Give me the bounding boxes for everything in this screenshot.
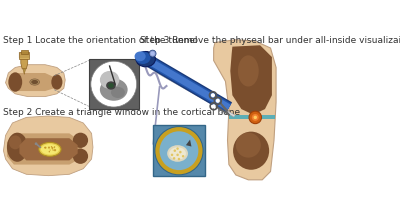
Ellipse shape: [100, 71, 119, 89]
Ellipse shape: [39, 142, 61, 156]
Polygon shape: [186, 140, 192, 147]
Ellipse shape: [73, 133, 88, 148]
Bar: [229, 115, 275, 119]
Circle shape: [176, 154, 179, 156]
Ellipse shape: [106, 81, 116, 90]
Circle shape: [174, 149, 176, 152]
Polygon shape: [230, 45, 272, 115]
Circle shape: [52, 149, 54, 151]
Circle shape: [173, 157, 175, 160]
Bar: [21, 50, 28, 54]
Ellipse shape: [238, 55, 259, 86]
Circle shape: [171, 154, 173, 156]
Polygon shape: [20, 138, 78, 160]
Polygon shape: [10, 73, 54, 91]
Circle shape: [179, 151, 182, 153]
Circle shape: [54, 149, 56, 151]
Circle shape: [150, 52, 155, 56]
Circle shape: [216, 99, 220, 103]
Circle shape: [54, 146, 55, 148]
Circle shape: [44, 147, 46, 149]
Bar: [20, 52, 29, 59]
Circle shape: [182, 155, 184, 158]
Text: Step 3 Remove the physeal bar under all-inside visualizaiton: Step 3 Remove the physeal bar under all-…: [140, 36, 400, 45]
Ellipse shape: [30, 79, 40, 85]
Circle shape: [49, 151, 50, 152]
Ellipse shape: [7, 133, 28, 162]
Polygon shape: [23, 69, 26, 74]
Polygon shape: [7, 133, 82, 165]
Bar: [89, 59, 139, 109]
Circle shape: [149, 50, 156, 57]
Text: Step 2 Create a triangle window in the cortical bone: Step 2 Create a triangle window in the c…: [3, 108, 240, 117]
Ellipse shape: [9, 135, 22, 149]
Circle shape: [155, 127, 202, 174]
Circle shape: [44, 147, 46, 149]
Circle shape: [211, 93, 215, 97]
Circle shape: [212, 104, 216, 108]
Ellipse shape: [136, 52, 155, 67]
Ellipse shape: [169, 147, 186, 160]
Circle shape: [176, 147, 179, 150]
Ellipse shape: [233, 132, 269, 170]
Ellipse shape: [31, 80, 38, 84]
Polygon shape: [214, 40, 276, 180]
Circle shape: [249, 111, 262, 124]
Ellipse shape: [73, 149, 88, 164]
Ellipse shape: [8, 72, 22, 92]
Ellipse shape: [108, 83, 114, 88]
Circle shape: [254, 116, 257, 119]
Ellipse shape: [41, 144, 59, 155]
Circle shape: [48, 147, 50, 149]
Ellipse shape: [111, 87, 125, 98]
Circle shape: [178, 158, 180, 160]
Ellipse shape: [237, 54, 268, 102]
Text: Step 1 Locate the orientation of the tunnel: Step 1 Locate the orientation of the tun…: [3, 36, 197, 45]
Polygon shape: [4, 116, 93, 176]
Circle shape: [52, 148, 53, 149]
Circle shape: [252, 114, 259, 121]
Bar: [153, 125, 205, 176]
Ellipse shape: [100, 79, 128, 101]
Circle shape: [51, 147, 53, 149]
Polygon shape: [21, 58, 28, 69]
Ellipse shape: [236, 133, 261, 158]
Circle shape: [35, 142, 38, 145]
Ellipse shape: [134, 52, 146, 61]
Polygon shape: [6, 65, 65, 97]
Circle shape: [50, 150, 51, 151]
Ellipse shape: [167, 145, 188, 162]
Circle shape: [51, 146, 52, 147]
Ellipse shape: [51, 74, 62, 90]
Ellipse shape: [135, 52, 150, 64]
Circle shape: [91, 61, 137, 107]
Circle shape: [54, 147, 55, 148]
